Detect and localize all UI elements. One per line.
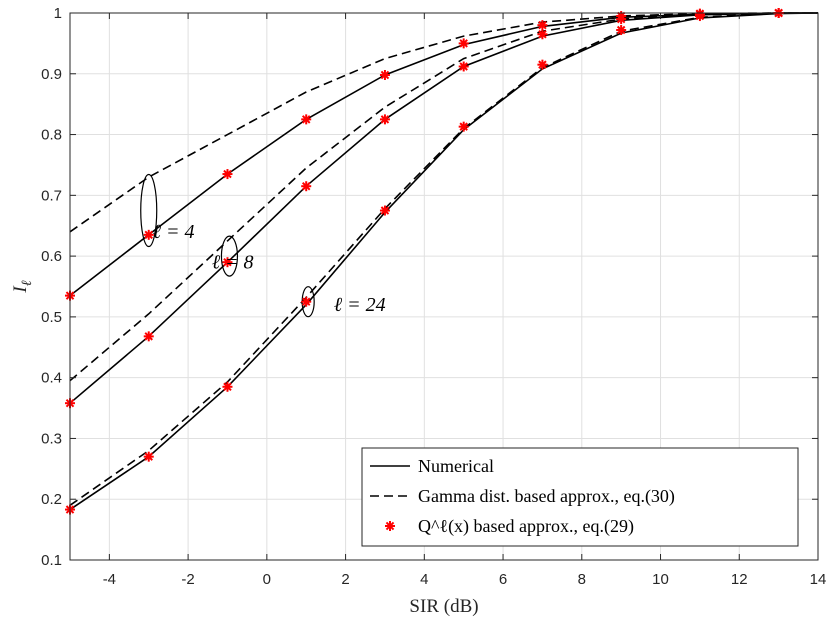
x-axis-label: SIR (dB) — [409, 596, 478, 617]
y-tick-label: 0.5 — [41, 309, 62, 326]
marker-point-0-4 — [379, 69, 390, 80]
marker-point-0-2 — [222, 169, 233, 180]
annotation-ellipse-1 — [220, 235, 239, 277]
x-tick-label: 0 — [263, 571, 271, 588]
legend-box — [361, 447, 799, 547]
x-tick-label: 10 — [652, 571, 669, 588]
annotation-label-2: ℓ = 24 — [334, 294, 386, 316]
marker-point-1-7 — [616, 14, 627, 25]
marker-point-2-6 — [537, 59, 548, 70]
legend-marker-icon — [385, 521, 395, 531]
marker-point-2-3 — [301, 296, 312, 307]
y-tick-label: 0.4 — [41, 370, 62, 387]
x-tick-label: 12 — [731, 571, 748, 588]
series-line-3 — [69, 12, 818, 382]
marker-point-0-1 — [143, 229, 154, 240]
marker-point-0-5 — [458, 38, 469, 49]
y-tick-label: 0.7 — [41, 187, 62, 204]
y-tick-label: 1 — [54, 5, 62, 22]
y-tick-label: 0.3 — [41, 430, 62, 447]
x-tick-label: -2 — [181, 571, 194, 588]
annotation-ellipse-0 — [140, 173, 158, 248]
y-axis-label: Iℓ — [10, 280, 35, 293]
axes-box — [69, 12, 819, 561]
legend-label-1: Gamma dist. based approx., eq.(30) — [418, 486, 675, 507]
annotation-label-0: ℓ = 4 — [153, 221, 195, 243]
marker-point-1-2 — [222, 257, 233, 268]
legend-label-2: Q^ℓ(x) based approx., eq.(29) — [418, 516, 634, 537]
marker-point-1-6 — [537, 29, 548, 40]
x-tick-label: -4 — [103, 571, 116, 588]
x-tick-label: 4 — [420, 571, 428, 588]
marker-point-2-7 — [616, 25, 627, 36]
legend: Numerical Gamma dist. based approx., eq.(… — [361, 447, 799, 547]
y-tick-label: 0.2 — [41, 491, 62, 508]
x-tick-label: 6 — [499, 571, 507, 588]
marker-point-1-4 — [379, 114, 390, 125]
y-tick-label: 0.6 — [41, 248, 62, 265]
x-tick-label: 2 — [341, 571, 349, 588]
y-tick-label: 0.9 — [41, 66, 62, 83]
legend-label-0: Numerical — [418, 456, 494, 476]
x-tick-label: 8 — [578, 571, 586, 588]
annotation-label-1: ℓ = 8 — [212, 251, 254, 273]
marker-point-1-1 — [143, 331, 154, 342]
x-tick-label: 14 — [810, 571, 827, 588]
y-tick-label: 0.1 — [41, 552, 62, 569]
marker-point-2-2 — [222, 381, 233, 392]
marker-point-2-1 — [143, 451, 154, 462]
marker-point-0-6 — [537, 20, 548, 31]
marker-point-2-4 — [379, 205, 390, 216]
y-tick-label: 0.8 — [41, 127, 62, 144]
marker-point-1-3 — [301, 181, 312, 192]
marker-point-2-5 — [458, 121, 469, 132]
marker-point-0-3 — [301, 114, 312, 125]
marker-point-1-5 — [458, 61, 469, 72]
